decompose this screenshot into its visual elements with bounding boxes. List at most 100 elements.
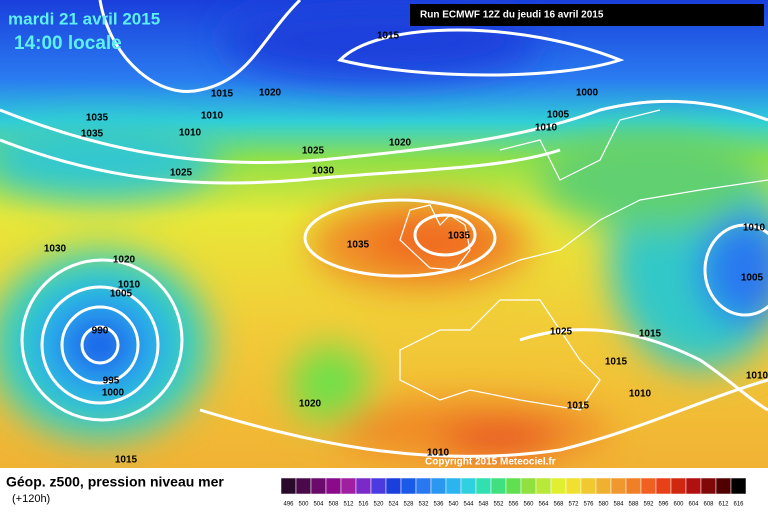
scale-label: 524 [388, 502, 399, 508]
scale-label: 580 [598, 502, 609, 508]
scale-swatch [595, 477, 612, 495]
scale-label: 496 [283, 502, 294, 508]
isobar-label: 1015 [639, 329, 662, 340]
scale-label: 532 [418, 502, 429, 508]
run-info: Run ECMWF 12Z du jeudi 16 avril 2015 [420, 10, 604, 21]
scale-label: 616 [733, 502, 744, 508]
isobar-label: 1005 [110, 289, 133, 300]
scale-swatch [490, 477, 507, 495]
footer-title: Géop. z500, pression niveau mer [6, 474, 224, 490]
scale-swatch [280, 477, 297, 495]
scale-label: 504 [313, 502, 324, 508]
scale-swatch [715, 477, 732, 495]
color-scale: 496 500 504 508 512 516 520 524 528 532 536 540 544 5… [280, 477, 747, 508]
isobar-label: 1005 [741, 273, 764, 284]
isobar-label: 1000 [102, 388, 125, 399]
scale-swatch [400, 477, 417, 495]
map-date: mardi 21 avril 2015 [8, 9, 160, 28]
scale-label: 572 [568, 502, 579, 508]
scale-label: 556 [508, 502, 519, 508]
scale-swatch [565, 477, 582, 495]
scale-label: 608 [703, 502, 714, 508]
scale-swatch [475, 477, 492, 495]
scale-swatch [730, 477, 747, 495]
isobar-label: 1025 [550, 327, 573, 338]
isobar-label: 1030 [44, 244, 67, 255]
scale-label: 560 [523, 502, 534, 508]
scale-swatch [640, 477, 657, 495]
isobar-label: 1025 [302, 146, 325, 157]
scale-label: 568 [553, 502, 564, 508]
scale-label: 596 [658, 502, 669, 508]
scale-swatch [685, 477, 702, 495]
scale-label: 520 [373, 502, 384, 508]
isobar-label: 1030 [312, 166, 335, 177]
scale-label: 612 [718, 502, 729, 508]
scale-swatch [505, 477, 522, 495]
scale-label: 592 [643, 502, 654, 508]
scale-swatch [385, 477, 402, 495]
scale-label: 508 [328, 502, 339, 508]
isobar-label: 1035 [86, 113, 109, 124]
scale-label: 604 [688, 502, 699, 508]
scale-swatch [610, 477, 627, 495]
isobar-label: 1015 [377, 31, 400, 42]
isobar-label: 1035 [347, 240, 370, 251]
isobar-label: 1010 [118, 280, 141, 291]
scale-label: 584 [613, 502, 624, 508]
isobar-label: 1015 [605, 357, 628, 368]
copyright: Copyright 2015 Meteociel.fr [425, 457, 556, 468]
scale-swatch [670, 477, 687, 495]
footer-subtitle: (+120h) [12, 493, 50, 505]
isobar-label: 1010 [179, 128, 202, 139]
scale-swatch [355, 477, 372, 495]
scale-swatch [655, 477, 672, 495]
isobar-label: 1010 [201, 111, 224, 122]
scale-swatch [430, 477, 447, 495]
isobar-label: 1000 [576, 88, 599, 99]
scale-swatch [370, 477, 387, 495]
isobar-label: 1010 [535, 123, 558, 134]
scale-swatch [535, 477, 552, 495]
scale-swatch [340, 477, 357, 495]
isobar-label: 1015 [115, 455, 138, 466]
scale-label: 544 [463, 502, 474, 508]
isobar-label: 1035 [81, 129, 104, 140]
scale-label: 564 [538, 502, 549, 508]
isobar-label: 1010 [746, 371, 768, 382]
scale-swatch [520, 477, 537, 495]
scale-label: 500 [298, 502, 309, 508]
isobar-label: 1025 [170, 168, 193, 179]
scale-swatch [325, 477, 342, 495]
scale-label: 600 [673, 502, 684, 508]
scale-swatch [700, 477, 717, 495]
isobar-label: 1010 [629, 389, 652, 400]
isobar-label: 1010 [427, 448, 450, 459]
isobar-label: 1020 [259, 88, 282, 99]
scale-swatch [295, 477, 312, 495]
isobar-label: 1035 [448, 231, 471, 242]
run-box [410, 4, 764, 26]
scale-swatch [415, 477, 432, 495]
isobar-label: 1015 [567, 401, 590, 412]
isobar-label: 995 [103, 376, 120, 387]
scale-label: 512 [343, 502, 354, 508]
scale-swatch [310, 477, 327, 495]
scale-label: 540 [448, 502, 459, 508]
scale-label: 552 [493, 502, 504, 508]
scale-swatch [460, 477, 477, 495]
map-time: 14:00 locale [14, 33, 122, 54]
scale-swatch [445, 477, 462, 495]
isobar-label: 1020 [113, 255, 136, 266]
scale-swatch [550, 477, 567, 495]
scale-swatch [625, 477, 642, 495]
scale-label: 516 [358, 502, 369, 508]
scale-swatch [580, 477, 597, 495]
isobar-label: 1010 [743, 223, 766, 234]
scale-label: 588 [628, 502, 639, 508]
isobar-label: 1020 [389, 138, 412, 149]
scale-label: 536 [433, 502, 444, 508]
